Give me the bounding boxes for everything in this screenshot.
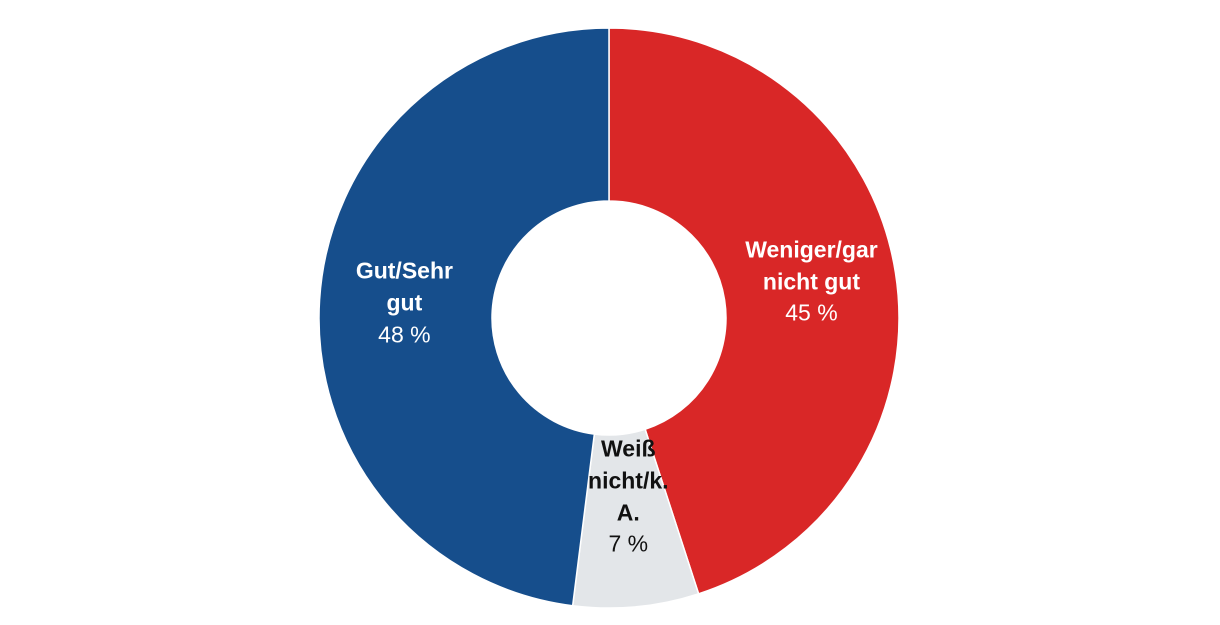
slice-category-line: Weiß	[601, 435, 656, 462]
slice-value-label: 45 %	[785, 299, 838, 326]
slice-value-label: 48 %	[378, 320, 431, 347]
slice-category-line: A.	[616, 499, 640, 526]
slice-value-label: 7 %	[608, 530, 649, 557]
slice-label-gut-sehr-gut: Gut/Sehr gut 48 %	[356, 256, 453, 351]
slice-category-line: Weniger/gar	[745, 236, 878, 263]
slice-category-line: Gut/Sehr	[355, 257, 453, 284]
slice-label-wei-nicht-k-a: Weiß nicht/k. A. 7 %	[588, 434, 669, 561]
slice-label-weniger-gar-nicht-gut: Weniger/gar nicht gut 45 %	[745, 234, 878, 329]
slice-category-line: nicht/k.	[588, 467, 669, 494]
slice-gut-sehr-gut	[318, 27, 610, 607]
slice-category-line: gut	[386, 289, 423, 316]
slice-weniger-gar-nicht-gut	[608, 27, 900, 595]
slice-category-line: nicht gut	[762, 268, 861, 295]
